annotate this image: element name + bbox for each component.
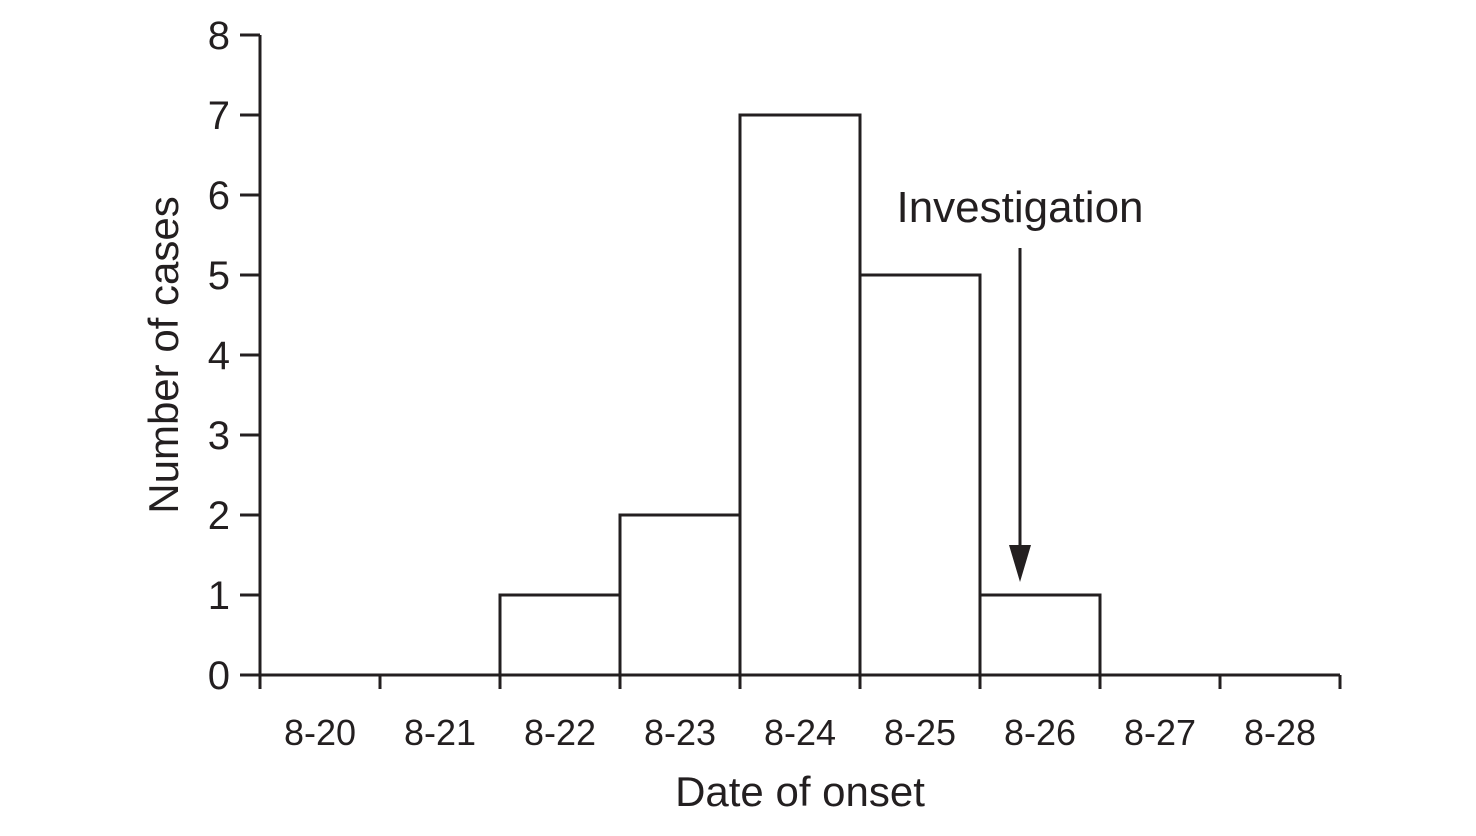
y-tick-label: 6 bbox=[208, 174, 230, 218]
x-tick-label: 8-23 bbox=[644, 712, 716, 753]
y-tick-label: 5 bbox=[208, 254, 230, 298]
x-tick-label: 8-27 bbox=[1124, 712, 1196, 753]
x-axis-title: Date of onset bbox=[675, 768, 925, 815]
y-tick-label: 0 bbox=[208, 654, 230, 698]
x-tick-label: 8-26 bbox=[1004, 712, 1076, 753]
x-ticks: 8-20 8-21 8-22 8-23 8-24 8-25 8-26 8-27 8-28 bbox=[258, 675, 1342, 753]
arrow-down-icon bbox=[1009, 545, 1031, 582]
x-tick-label: 8-24 bbox=[764, 712, 836, 753]
x-tick-label: 8-22 bbox=[524, 712, 596, 753]
bar-8-24 bbox=[738, 113, 862, 677]
bars-layer bbox=[498, 113, 1102, 677]
y-tick-label: 3 bbox=[208, 414, 230, 458]
investigation-annotation: Investigation bbox=[896, 183, 1144, 582]
y-tick-label: 2 bbox=[208, 494, 230, 538]
y-tick-label: 1 bbox=[208, 574, 230, 618]
bar-8-26 bbox=[978, 593, 1102, 677]
x-tick-label: 8-28 bbox=[1244, 712, 1316, 753]
y-tick-label: 8 bbox=[208, 14, 230, 58]
annotation-label: Investigation bbox=[896, 183, 1143, 232]
y-tick-label: 4 bbox=[208, 334, 230, 378]
x-tick-label: 8-21 bbox=[404, 712, 476, 753]
y-ticks: 0 1 2 3 4 5 6 7 8 bbox=[208, 14, 260, 698]
y-tick-label: 7 bbox=[208, 94, 230, 138]
bar-8-22 bbox=[498, 593, 622, 677]
bar-8-25 bbox=[858, 273, 982, 677]
x-tick-label: 8-20 bbox=[284, 712, 356, 753]
bar-8-23 bbox=[618, 513, 742, 677]
y-axis-title: Number of cases bbox=[140, 196, 187, 513]
x-tick-label: 8-25 bbox=[884, 712, 956, 753]
